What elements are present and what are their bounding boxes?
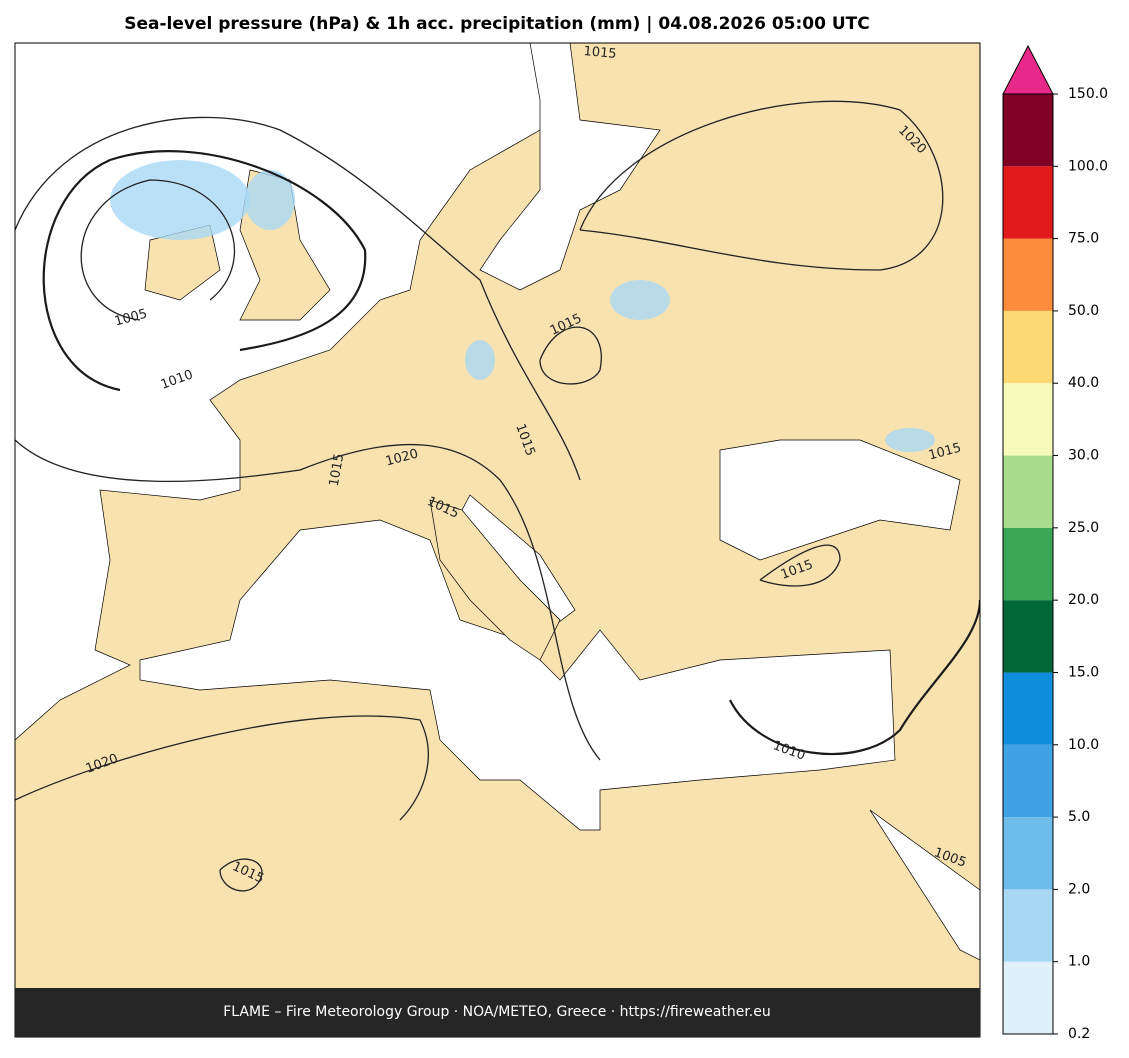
colorbar-segment [1003,383,1053,456]
precipitation [110,160,250,240]
colorbar-label: 2.0 [1068,881,1090,897]
colorbar-extend [1002,44,1054,95]
colorbar-label: 5.0 [1068,809,1090,825]
footer-bar [15,988,980,1037]
precipitation [465,340,495,380]
colorbar-segment [1003,744,1053,818]
precipitation [885,428,935,452]
colorbar-segment [1003,238,1053,311]
mediterranean [139,519,896,831]
isobar [15,439,601,761]
colorbar-label: 25.0 [1068,520,1099,536]
isobar [15,116,581,481]
red-sea [869,809,980,961]
colorbar-frame [1002,93,1054,1035]
colorbar-segment [1003,310,1053,384]
isobar [539,326,602,385]
colorbar-label: 10.0 [1068,737,1099,753]
italy [429,499,561,661]
colorbar-segment [1003,527,1053,601]
isobar [729,599,980,756]
colorbar-label: 50.0 [1068,303,1099,319]
colorbar-segment [1003,672,1053,745]
colorbar-segment [1003,600,1053,673]
contour-label: 1015 [583,44,617,62]
colorbar-label: 1.0 [1068,954,1090,970]
isobar [42,150,367,392]
precipitation [610,280,670,320]
colorbar-label: 40.0 [1068,375,1099,391]
footer-text: FLAME – Fire Meteorology Group · NOA/MET… [223,1004,771,1020]
isobar [759,544,841,587]
colorbar: 0.2 1.0 2.0 5.0 10.0 15.0 20.0 25.0 30.0 40.0 50.0… [1002,44,1108,1042]
colorbar-label: 150.0 [1068,86,1108,102]
colorbar-segment [1003,166,1053,239]
colorbar-label: 30.0 [1068,448,1099,464]
title: Sea-level pressure (hPa) & 1h acc. preci… [124,14,870,34]
colorbar-segment [1003,889,1053,962]
baltic [479,43,661,291]
colorbar-label: 15.0 [1068,664,1099,680]
precipitation [245,170,295,230]
map: FLAME – Fire Meteorology Group · NOA/MET… [14,42,981,1038]
isobar [80,179,236,321]
colorbar-segment [1003,817,1053,890]
colorbar-label: 100.0 [1068,158,1108,174]
black-sea [719,439,961,561]
isobar [15,715,429,821]
colorbar-segment [1003,455,1053,528]
colorbar-segment [1003,94,1053,167]
contour-label: 1015 [327,452,348,487]
isobar [579,100,944,271]
colorbar-label: 0.2 [1068,1026,1090,1042]
colorbar-segment [1003,961,1053,1034]
isobar [219,858,263,892]
colorbar-label: 20.0 [1068,592,1099,608]
colorbar-label: 75.0 [1068,231,1099,247]
